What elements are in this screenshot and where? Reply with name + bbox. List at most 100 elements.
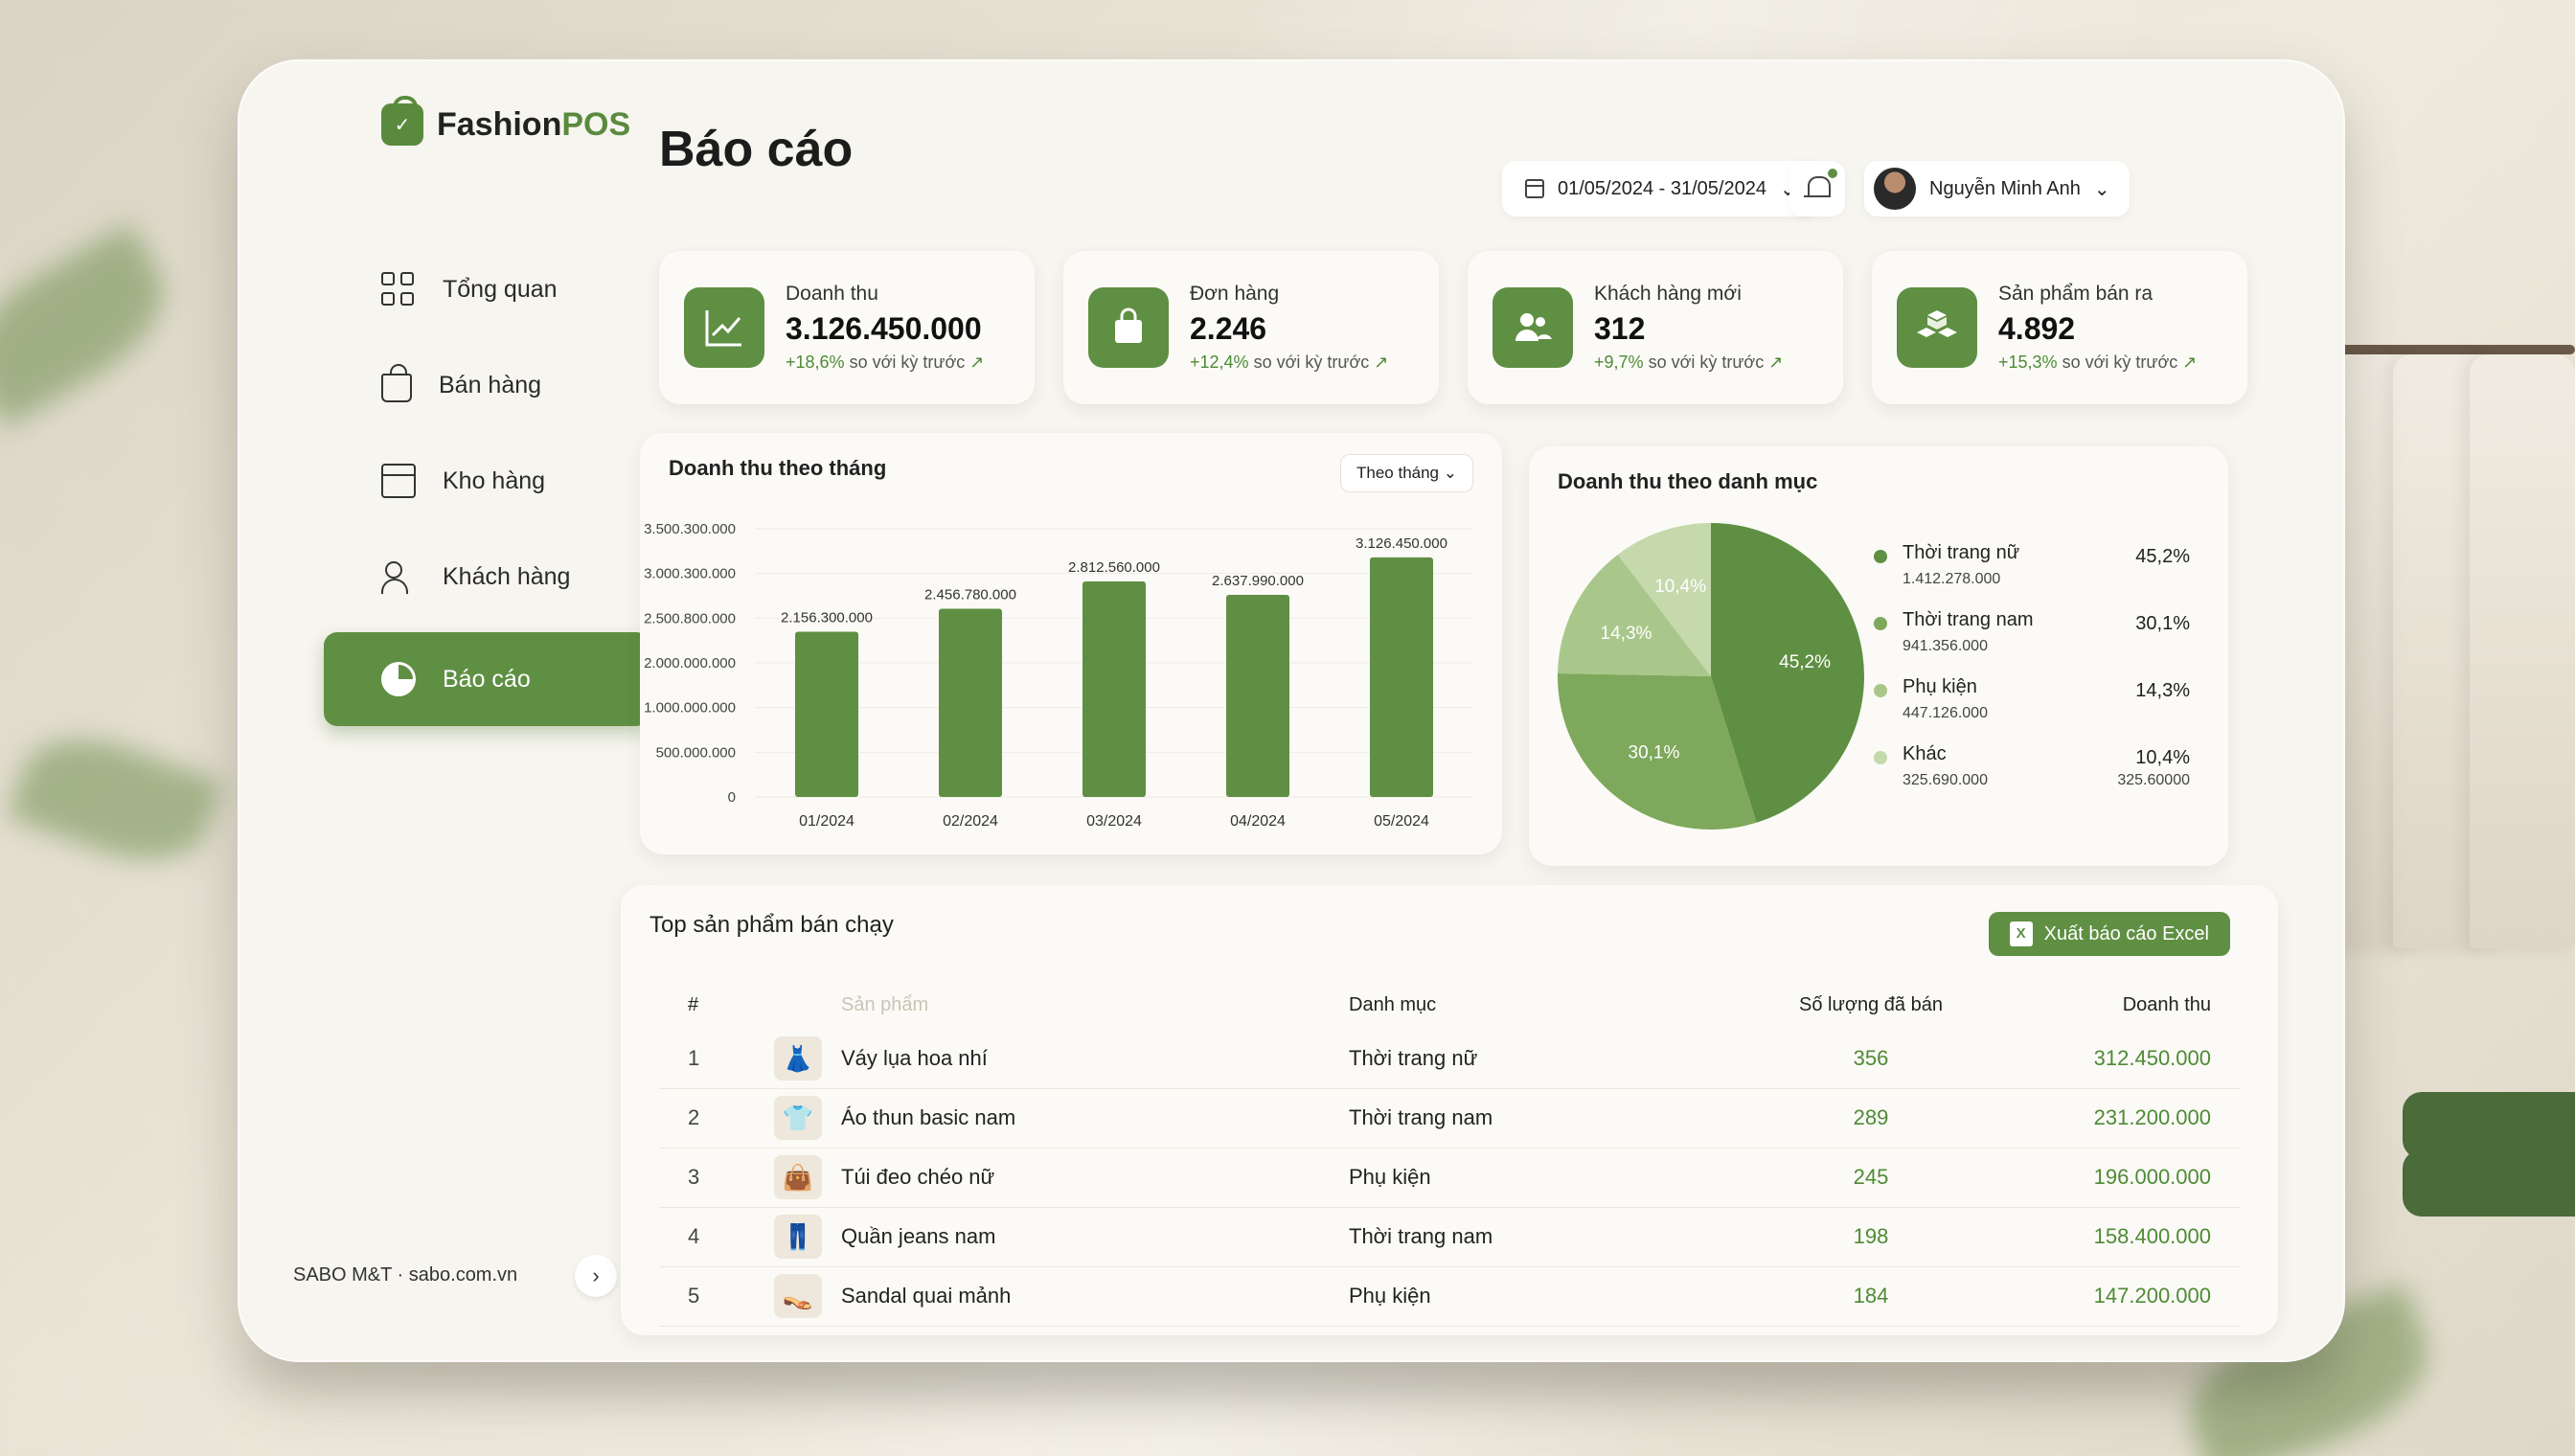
legend-value: 1.412.278.000 [1903, 571, 2001, 587]
row-revenue: 196.000.000 [1971, 1148, 2240, 1208]
kpi-card-orders: Đơn hàng 2.246 +12,4% so với kỳ trước ↗ [1063, 251, 1439, 404]
sidebar-item-customers[interactable]: Khách hàng [324, 529, 649, 625]
bar-value-label: 3.126.450.000 [1356, 535, 1447, 552]
legend-item: Phụ kiện 447.126.000 14,3% [1874, 676, 2199, 743]
sidebar-item-label: Báo cáo [443, 665, 531, 693]
date-range-picker[interactable]: 01/05/2024 - 31/05/2024 ⌄ [1502, 161, 1819, 216]
x-tick-label: 05/2024 [1374, 813, 1429, 830]
row-category: Thời trang nam [1349, 1207, 1770, 1267]
row-index: 3 [659, 1148, 774, 1208]
sidebar-collapse-button[interactable]: › [575, 1255, 617, 1297]
table-row[interactable]: 1 👗 Váy lụa hoa nhí Thời trang nữ 356 312.450… [659, 1029, 2240, 1089]
sidebar-item-label: Bán hàng [439, 371, 542, 398]
category-revenue-card: Doanh thu theo danh mục 45,2% 30,1% 14,3% 1… [1529, 446, 2228, 866]
kpi-card-new-customers: Khách hàng mới 312 +9,7% so với kỳ trước… [1468, 251, 1843, 404]
sidebar-item-inventory[interactable]: Kho hàng [324, 433, 649, 529]
y-tick-label: 2.500.800.000 [644, 610, 736, 626]
table-row[interactable]: 2 👕 Áo thun basic nam Thời trang nam 289 231.… [659, 1088, 2240, 1149]
notification-dot [1828, 169, 1837, 178]
row-qty: 245 [1770, 1148, 1971, 1208]
pie-slice[interactable] [1617, 523, 1711, 676]
shopping-bag-icon [1088, 287, 1169, 368]
pie-slice-label: 45,2% [1779, 652, 1831, 672]
excel-icon: X [2009, 921, 2033, 946]
product-name: Quần jeans nam [841, 1224, 996, 1248]
y-tick-label: 500.000.000 [656, 744, 736, 761]
folded-towel [2403, 1092, 2575, 1159]
sidebar-item-sales[interactable]: Bán hàng [324, 337, 649, 433]
page-title: Báo cáo [659, 122, 854, 177]
user-name: Nguyễn Minh Anh [1929, 177, 2081, 199]
row-product: 👖 Quần jeans nam [774, 1207, 1349, 1267]
kpi-row: Doanh thu 3.126.450.000 +18,6% so với kỳ… [659, 251, 2247, 404]
arrow-up-right-icon: ↗ [2182, 353, 2198, 372]
kpi-trend: +12,4% so với kỳ trước ↗ [1190, 353, 1389, 372]
pie-slice[interactable] [1711, 523, 1864, 823]
chevron-down-icon: ⌄ [2093, 178, 2110, 200]
product-name: Váy lụa hoa nhí [841, 1045, 988, 1070]
kpi-trend: +15,3% so với kỳ trước ↗ [1998, 353, 2198, 372]
bar[interactable] [1370, 557, 1433, 797]
row-product: 👗 Váy lụa hoa nhí [774, 1029, 1349, 1089]
row-qty: 356 [1770, 1029, 1971, 1089]
shopping-bag-logo-icon [381, 96, 423, 146]
sidebar-item-reports[interactable]: Báo cáo [324, 632, 649, 726]
sidebar-item-label: Kho hàng [443, 466, 546, 494]
product-name: Áo thun basic nam [841, 1105, 1016, 1129]
legend-extra: 325.60000 [2117, 772, 2190, 788]
row-category: Phụ kiện [1349, 1148, 1770, 1208]
pie-legend: Thời trang nữ 1.412.278.000 45,2% Thời t… [1874, 542, 2199, 810]
row-revenue: 312.450.000 [1971, 1029, 2240, 1089]
y-tick-label: 3.500.300.000 [644, 521, 736, 537]
row-product: 👜 Túi đeo chéo nữ [774, 1148, 1349, 1208]
kpi-card-products-sold: Sản phẩm bán ra 4.892 +15,3% so với kỳ t… [1872, 251, 2247, 404]
product-thumbnail: 👕 [774, 1096, 822, 1140]
monthly-revenue-card: Doanh thu theo tháng Theo tháng ⌄ 0 500.0… [640, 433, 1502, 854]
legend-percent: 45,2% [2135, 546, 2190, 567]
legend-item: Khác 325.690.000 10,4% 325.60000 [1874, 743, 2199, 810]
bar[interactable] [1226, 594, 1289, 797]
folded-towel [2403, 1149, 2575, 1217]
row-category: Thời trang nam [1349, 1088, 1770, 1149]
pie-slice[interactable] [1558, 554, 1711, 676]
product-name: Túi đeo chéo nữ [841, 1165, 995, 1189]
table-row[interactable]: 3 👜 Túi đeo chéo nữ Phụ kiện 245 196.000.000 [659, 1148, 2240, 1208]
row-product: 👡 Sandal quai mảnh [774, 1266, 1349, 1327]
sidebar-item-overview[interactable]: Tổng quan [324, 241, 649, 337]
bar[interactable] [795, 631, 858, 797]
row-category: Thời trang nữ [1349, 1029, 1770, 1089]
col-product: Sản phẩm [841, 993, 929, 1015]
period-select[interactable]: Theo tháng ⌄ [1340, 454, 1473, 492]
users-icon [1493, 287, 1573, 368]
y-tick-label: 1.000.000.000 [644, 700, 736, 717]
col-category: Danh mục [1349, 993, 1437, 1015]
shopping-bag-icon [381, 364, 412, 402]
user-menu[interactable]: Nguyễn Minh Anh ⌄ [1864, 161, 2130, 216]
kpi-label: Khách hàng mới [1594, 283, 1742, 305]
legend-value: 941.356.000 [1903, 638, 1988, 654]
export-excel-button[interactable]: X Xuất báo cáo Excel [1988, 912, 2230, 956]
kpi-trend: +9,7% so với kỳ trước ↗ [1594, 353, 1784, 372]
bar[interactable] [1082, 580, 1146, 797]
y-tick-label: 3.000.300.000 [644, 566, 736, 582]
table-row[interactable]: 4 👖 Quần jeans nam Thời trang nam 198 158.400… [659, 1207, 2240, 1267]
y-tick-label: 0 [728, 789, 736, 806]
brand-name: FashionPOS [437, 105, 631, 143]
pie-chart: 45,2% 30,1% 14,3% 10,4% [1558, 523, 1864, 830]
legend-dot [1874, 550, 1887, 563]
box-icon [381, 464, 416, 498]
notification-button[interactable] [1789, 161, 1845, 216]
row-product: 👕 Áo thun basic nam [774, 1088, 1349, 1149]
table-row[interactable]: 5 👡 Sandal quai mảnh Phụ kiện 184 147.200.000 [659, 1266, 2240, 1327]
brand-logo[interactable]: FashionPOS [381, 96, 631, 146]
product-thumbnail: 👖 [774, 1215, 822, 1259]
pie-slice[interactable] [1558, 672, 1757, 830]
bar[interactable] [939, 608, 1002, 797]
kpi-label: Sản phẩm bán ra [1998, 283, 2153, 305]
product-thumbnail: 👡 [774, 1274, 822, 1318]
arrow-up-right-icon: ↗ [1374, 353, 1389, 372]
kpi-value: 312 [1594, 311, 1646, 346]
row-qty: 198 [1770, 1207, 1971, 1267]
pie-slice-label: 10,4% [1654, 577, 1706, 597]
row-qty: 184 [1770, 1266, 1971, 1327]
